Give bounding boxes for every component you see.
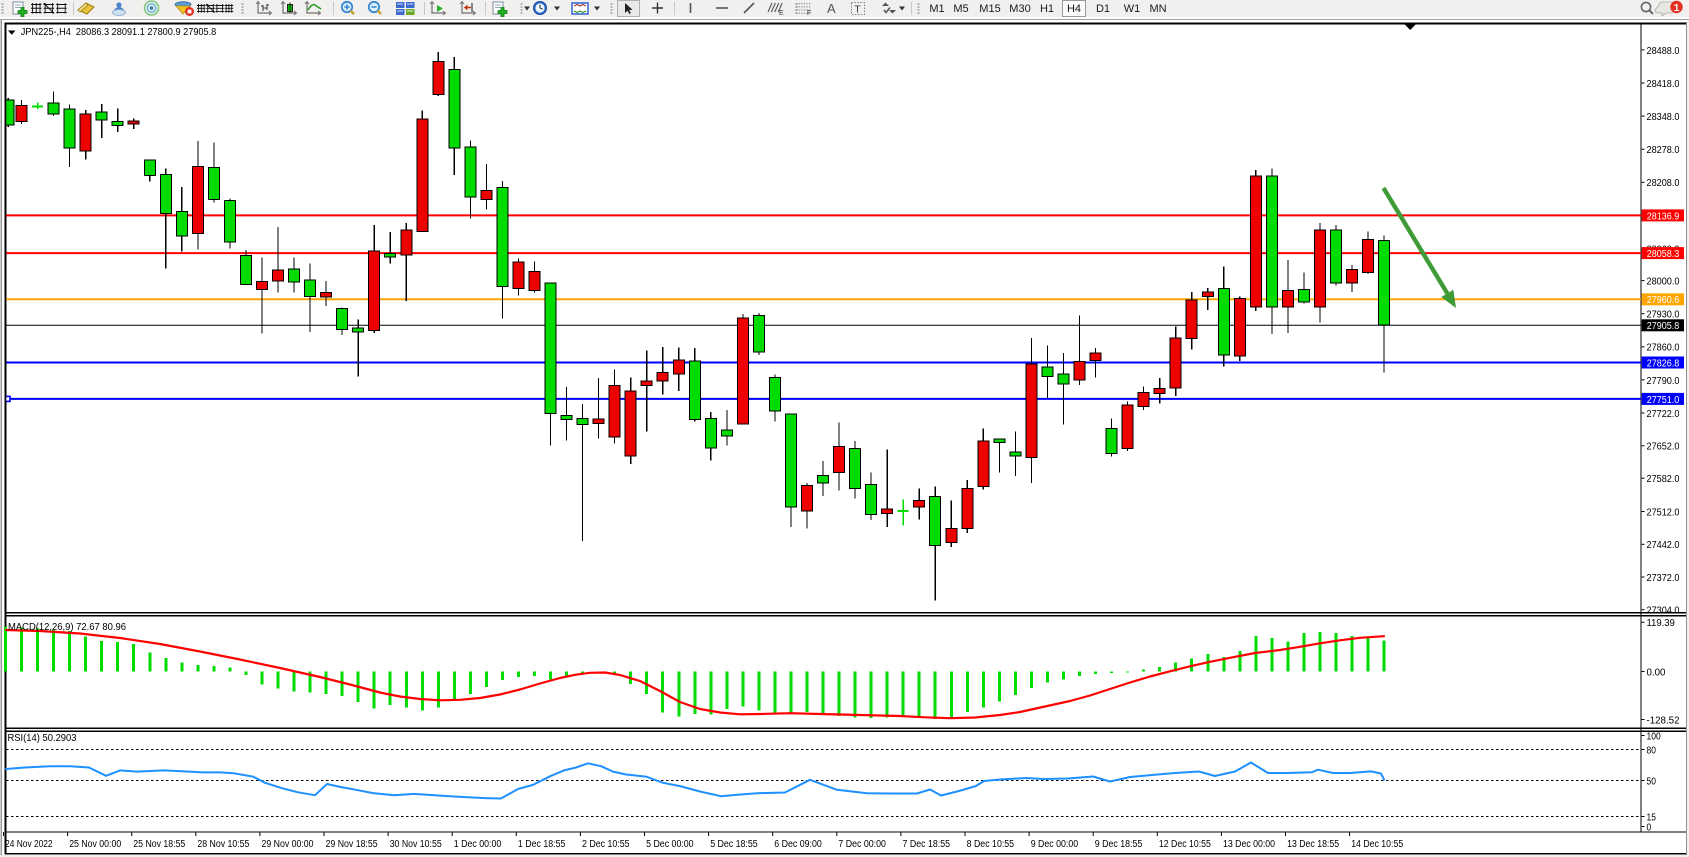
svg-text:27722.0: 27722.0: [1647, 409, 1680, 420]
svg-text:12 Dec 10:55: 12 Dec 10:55: [1159, 839, 1211, 850]
svg-text:5 Dec 18:55: 5 Dec 18:55: [710, 839, 758, 850]
svg-text:25 Nov 18:55: 25 Nov 18:55: [133, 839, 185, 850]
svg-text:25 Nov 00:00: 25 Nov 00:00: [69, 839, 121, 850]
svg-text:28348.0: 28348.0: [1647, 112, 1680, 123]
svg-text:27960.6: 27960.6: [1647, 295, 1680, 306]
svg-text:15: 15: [1647, 812, 1657, 823]
svg-text:MACD(12,26,9) 72.67 80.96: MACD(12,26,9) 72.67 80.96: [8, 622, 126, 633]
svg-text:27905.8: 27905.8: [1647, 321, 1680, 332]
svg-text:5 Dec 00:00: 5 Dec 00:00: [646, 839, 694, 850]
svg-text:24 Nov 2022: 24 Nov 2022: [5, 839, 53, 850]
svg-text:27826.8: 27826.8: [1647, 358, 1680, 369]
svg-text:JPN225-,H4 28086.3 28091.1 27: JPN225-,H4 28086.3 28091.1 27800.9 27905…: [21, 26, 217, 38]
svg-text:2 Dec 10:55: 2 Dec 10:55: [582, 839, 630, 850]
svg-text:D1: D1: [1096, 3, 1110, 15]
svg-text:7 Dec 18:55: 7 Dec 18:55: [903, 839, 951, 850]
svg-text:13 Dec 18:55: 13 Dec 18:55: [1287, 839, 1339, 850]
svg-text:28208.0: 28208.0: [1647, 178, 1680, 189]
svg-text:M15: M15: [979, 3, 1000, 15]
svg-text:-128.52: -128.52: [1647, 715, 1680, 726]
svg-text:29 Nov 18:55: 29 Nov 18:55: [326, 839, 378, 850]
svg-text:M1: M1: [929, 3, 944, 15]
svg-text:28488.0: 28488.0: [1647, 46, 1680, 57]
svg-text:27860.0: 27860.0: [1647, 343, 1680, 354]
svg-text:E: E: [779, 10, 784, 17]
svg-text:28418.0: 28418.0: [1647, 79, 1680, 90]
svg-text:28278.0: 28278.0: [1647, 145, 1680, 156]
svg-text:27372.0: 27372.0: [1647, 573, 1680, 584]
svg-text:29 Nov 00:00: 29 Nov 00:00: [262, 839, 314, 850]
svg-text:100: 100: [1647, 731, 1662, 742]
svg-text:27442.0: 27442.0: [1647, 540, 1680, 551]
svg-text:27751.0: 27751.0: [1647, 395, 1680, 406]
svg-text:27790.0: 27790.0: [1647, 376, 1680, 387]
svg-text:A: A: [827, 1, 836, 16]
svg-text:80: 80: [1647, 745, 1657, 756]
svg-text:28058.3: 28058.3: [1647, 249, 1680, 260]
svg-text:50: 50: [1647, 776, 1657, 787]
svg-text:M5: M5: [953, 3, 968, 15]
svg-text:27930.0: 27930.0: [1647, 310, 1680, 321]
svg-text:27304.0: 27304.0: [1647, 606, 1680, 617]
svg-text:8 Dec 10:55: 8 Dec 10:55: [967, 839, 1015, 850]
svg-text:H4: H4: [1067, 3, 1081, 15]
svg-text:7 Dec 00:00: 7 Dec 00:00: [838, 839, 886, 850]
svg-text:27652.0: 27652.0: [1647, 442, 1680, 453]
svg-text:1: 1: [1674, 2, 1680, 14]
svg-text:27512.0: 27512.0: [1647, 507, 1680, 518]
svg-text:1 Dec 00:00: 1 Dec 00:00: [454, 839, 502, 850]
svg-text:30 Nov 10:55: 30 Nov 10:55: [390, 839, 442, 850]
svg-text:MN: MN: [1149, 3, 1166, 15]
svg-text:6 Dec 09:00: 6 Dec 09:00: [774, 839, 822, 850]
svg-text:H1: H1: [1040, 3, 1054, 15]
svg-text:M30: M30: [1009, 3, 1030, 15]
svg-text:F: F: [807, 10, 811, 17]
svg-text:RSI(14) 50.2903: RSI(14) 50.2903: [8, 733, 77, 744]
svg-text:28 Nov 10:55: 28 Nov 10:55: [197, 839, 249, 850]
svg-text:0: 0: [1647, 822, 1652, 833]
svg-text:28000.0: 28000.0: [1647, 277, 1680, 288]
svg-text:14 Dec 10:55: 14 Dec 10:55: [1351, 839, 1403, 850]
svg-text:W1: W1: [1124, 3, 1141, 15]
svg-text:27582.0: 27582.0: [1647, 474, 1680, 485]
svg-text:9 Dec 00:00: 9 Dec 00:00: [1031, 839, 1079, 850]
svg-text:13 Dec 00:00: 13 Dec 00:00: [1223, 839, 1275, 850]
svg-text:0.00: 0.00: [1647, 667, 1666, 678]
svg-text:119.39: 119.39: [1647, 618, 1676, 629]
svg-text:1 Dec 18:55: 1 Dec 18:55: [518, 839, 566, 850]
svg-text:28136.9: 28136.9: [1647, 211, 1680, 222]
svg-text:T: T: [855, 5, 861, 16]
svg-text:9 Dec 18:55: 9 Dec 18:55: [1095, 839, 1143, 850]
